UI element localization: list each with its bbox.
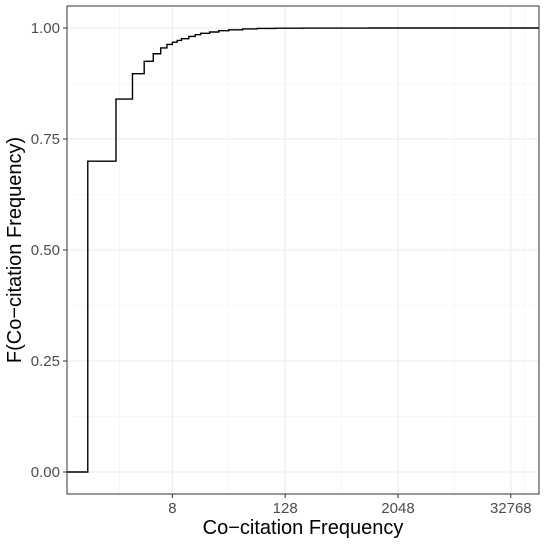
ecdf-step-line [67,27,539,473]
x-tick-label: 128 [273,500,298,517]
series-layer [67,27,539,473]
y-tick-label: 0.25 [31,353,60,370]
x-tick-label: 8 [168,500,176,517]
y-tick-label: 1.00 [31,20,60,37]
x-tick-label: 32768 [490,500,532,517]
y-axis-title: F(Co−citation Frequency) [4,137,26,363]
axis-layer: 0.00 0.25 0.50 0.75 1.00 8 128 2048 32768 [31,20,532,517]
y-tick-label: 0.50 [31,242,60,259]
y-tick-label: 0.00 [31,464,60,481]
x-tick-label: 2048 [381,500,414,517]
x-axis-title: Co−citation Frequency [203,517,404,539]
y-tick-label: 0.75 [31,131,60,148]
